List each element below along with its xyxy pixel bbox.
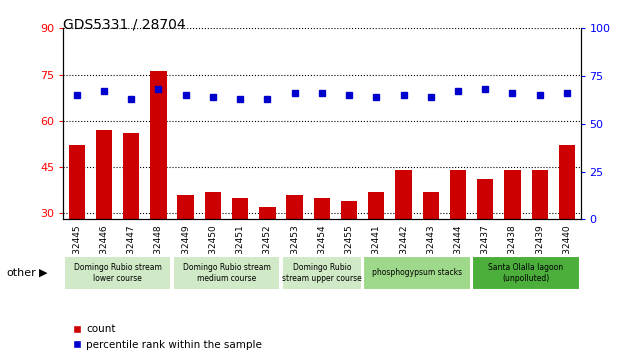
Bar	[64, 256, 172, 290]
Bar	[363, 256, 471, 290]
Text: GDS5331 / 28704: GDS5331 / 28704	[63, 18, 186, 32]
Bar	[341, 201, 357, 306]
Bar	[172, 256, 280, 290]
Bar	[477, 179, 493, 306]
Text: Santa Olalla lagoon
(unpolluted): Santa Olalla lagoon (unpolluted)	[488, 263, 563, 282]
Bar	[504, 170, 521, 306]
Text: Domingo Rubio
stream upper course: Domingo Rubio stream upper course	[282, 263, 362, 282]
Text: phosphogypsum stacks: phosphogypsum stacks	[372, 268, 462, 277]
Bar	[396, 170, 411, 306]
Bar	[69, 145, 85, 306]
Bar	[259, 207, 276, 306]
Text: Domingo Rubio stream
lower course: Domingo Rubio stream lower course	[74, 263, 162, 282]
Bar	[177, 195, 194, 306]
Bar	[558, 145, 575, 306]
Text: Domingo Rubio stream
medium course: Domingo Rubio stream medium course	[182, 263, 271, 282]
Bar	[232, 198, 248, 306]
Bar	[368, 192, 384, 306]
Bar	[281, 256, 362, 290]
Legend: count, percentile rank within the sample: count, percentile rank within the sample	[68, 320, 266, 354]
Bar	[204, 192, 221, 306]
Bar	[531, 170, 548, 306]
Text: other: other	[6, 268, 36, 278]
Bar	[150, 72, 167, 306]
Bar	[423, 192, 439, 306]
Bar	[472, 256, 580, 290]
Bar	[96, 130, 112, 306]
Bar	[314, 198, 330, 306]
Bar	[123, 133, 139, 306]
Bar	[286, 195, 303, 306]
Bar	[450, 170, 466, 306]
Text: ▶: ▶	[39, 268, 47, 278]
